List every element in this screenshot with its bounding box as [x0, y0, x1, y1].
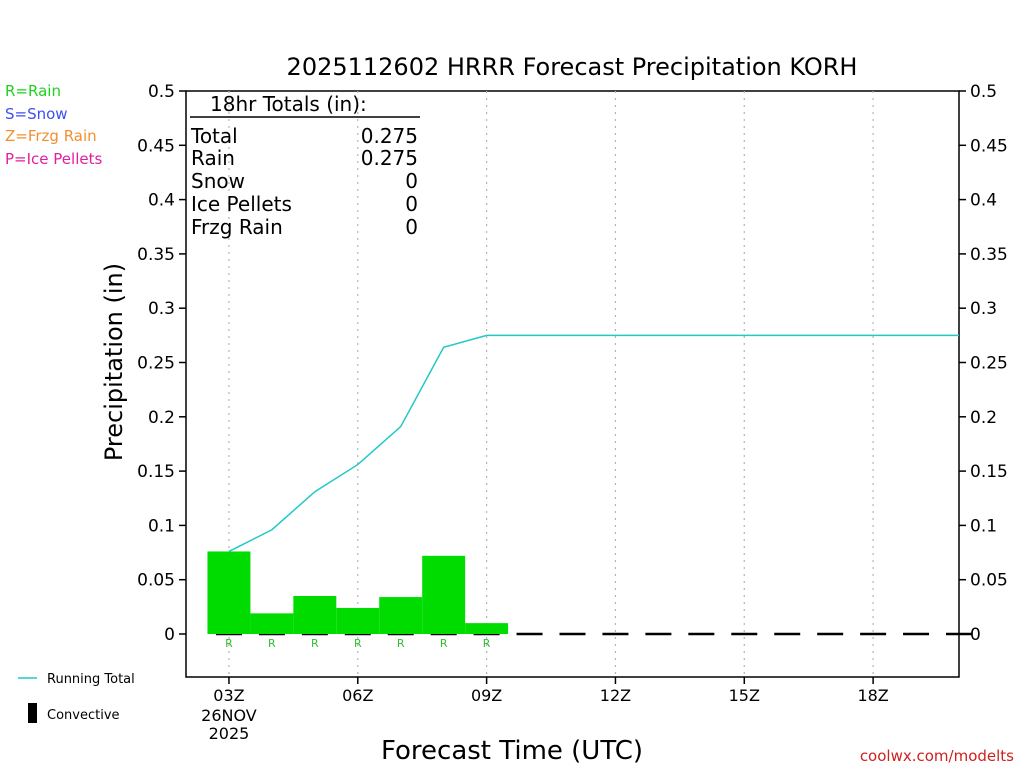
- y-tick-label-right: 0.35: [970, 245, 1008, 265]
- precip-type-code: R: [354, 637, 362, 650]
- x-axis-label: Forecast Time (UTC): [381, 736, 643, 766]
- totals-label-rain: Rain: [191, 146, 235, 170]
- totals-heading: 18hr Totals (in):: [210, 92, 367, 116]
- x-tick-year-label: 2025: [209, 724, 250, 743]
- convective-swatch: [28, 703, 37, 723]
- credit-text: coolwx.com/modelts: [860, 747, 1014, 765]
- plot-frame: [185, 90, 960, 678]
- x-tick-label: 06Z: [342, 686, 373, 705]
- y-tick-label-left: 0.15: [137, 462, 175, 482]
- legend-frzg-rain: Z=Frzg Rain: [5, 127, 97, 145]
- legend-rain: R=Rain: [5, 82, 61, 100]
- precip-bar: [422, 555, 466, 634]
- totals-value-total: 0.275: [361, 124, 418, 148]
- y-tick-label-left: 0.4: [148, 191, 175, 211]
- y-axis-ticks: 0 00.05 0.050.1 0.10.15 0.150.2 0.20.25 0.250.…: [137, 82, 1008, 645]
- precip-bar: [293, 595, 337, 634]
- y-tick-label-left: 0.2: [148, 408, 175, 428]
- x-tick-label: 03Z: [213, 686, 244, 705]
- line-layer: [228, 334, 959, 553]
- y-tick-label-left: 0: [164, 625, 175, 645]
- y-tick-label-left: 0.3: [148, 299, 175, 319]
- y-tick-label-right: 0.4: [970, 191, 997, 211]
- totals-label-ice-pellets: Ice Pellets: [191, 192, 292, 216]
- y-tick-label-right: 0.1: [970, 516, 997, 536]
- precip-type-code: R: [483, 637, 491, 650]
- totals-value-rain: 0.275: [361, 146, 418, 170]
- grid-layer: [215, 91, 972, 677]
- precip-type-code: R: [397, 637, 405, 650]
- chart-title: 2025112602 HRRR Forecast Precipitation K…: [287, 53, 858, 81]
- precip-type-code: R: [311, 637, 319, 650]
- precip-type-code: R: [268, 637, 276, 650]
- y-tick-label-left: 0.35: [137, 245, 175, 265]
- y-tick-label-right: 0.45: [970, 136, 1008, 156]
- legend-snow: S=Snow: [5, 105, 68, 123]
- totals-label-snow: Snow: [191, 169, 245, 193]
- totals-box: 18hr Totals (in): Total 0.275 Rain 0.275…: [190, 92, 420, 239]
- running-total-line: [228, 334, 959, 553]
- x-tick-date-label: 26NOV: [201, 706, 257, 725]
- precip-bar: [379, 597, 423, 634]
- totals-value-snow: 0: [405, 169, 418, 193]
- precip-bar: [250, 613, 294, 634]
- y-tick-label-right: 0.15: [970, 462, 1008, 482]
- x-tick-label: 18Z: [857, 686, 888, 705]
- y-tick-label-left: 0.45: [137, 136, 175, 156]
- y-tick-label-right: 0: [970, 625, 981, 645]
- convective-legend: Convective: [47, 708, 120, 723]
- running-total-legend: Running Total: [47, 672, 135, 687]
- totals-label-frzg-rain: Frzg Rain: [191, 215, 283, 239]
- precip-bar: [465, 623, 509, 634]
- y-tick-label-right: 0.05: [970, 571, 1008, 591]
- y-tick-label-right: 0.3: [970, 299, 997, 319]
- y-tick-label-right: 0.5: [970, 82, 997, 102]
- x-tick-label: 12Z: [600, 686, 631, 705]
- precip-type-code: R: [440, 637, 448, 650]
- y-tick-label-left: 0.25: [137, 354, 175, 374]
- precip-bar: [207, 551, 251, 634]
- precip-bar: [336, 607, 380, 634]
- precip-type-code: R: [225, 637, 233, 650]
- y-tick-label-left: 0.05: [137, 571, 175, 591]
- totals-value-ice-pellets: 0: [405, 192, 418, 216]
- x-tick-label: 09Z: [471, 686, 502, 705]
- y-tick-label-left: 0.5: [148, 82, 175, 102]
- y-axis-label: Precipitation (in): [100, 263, 128, 461]
- y-tick-label-right: 0.2: [970, 408, 997, 428]
- y-tick-label-right: 0.25: [970, 354, 1008, 374]
- y-tick-label-left: 0.1: [148, 516, 175, 536]
- legend-ice-pellets: P=Ice Pellets: [5, 150, 102, 168]
- x-tick-label: 15Z: [729, 686, 760, 705]
- totals-value-frzg-rain: 0: [405, 215, 418, 239]
- totals-label-total: Total: [190, 124, 238, 148]
